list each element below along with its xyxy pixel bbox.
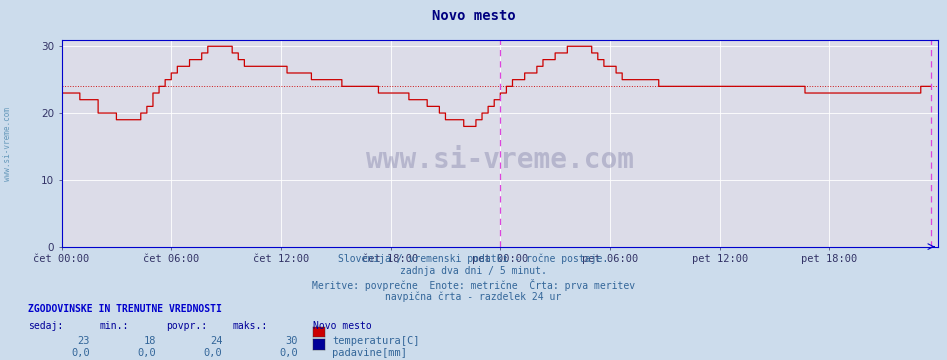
Text: povpr.:: povpr.: <box>166 321 206 331</box>
Text: 23: 23 <box>78 336 90 346</box>
Text: 24: 24 <box>210 336 223 346</box>
Text: maks.:: maks.: <box>232 321 267 331</box>
Text: sedaj:: sedaj: <box>28 321 63 331</box>
Text: 0,0: 0,0 <box>71 348 90 359</box>
Text: 18: 18 <box>144 336 156 346</box>
Text: Slovenija / vremenski podatki - ročne postaje.: Slovenija / vremenski podatki - ročne po… <box>338 254 609 264</box>
Text: www.si-vreme.com: www.si-vreme.com <box>3 107 12 181</box>
Text: 0,0: 0,0 <box>204 348 223 359</box>
Text: padavine[mm]: padavine[mm] <box>332 348 407 359</box>
Text: navpična črta - razdelek 24 ur: navpična črta - razdelek 24 ur <box>385 292 562 302</box>
Text: 0,0: 0,0 <box>137 348 156 359</box>
Text: Novo mesto: Novo mesto <box>313 321 371 331</box>
Text: www.si-vreme.com: www.si-vreme.com <box>366 146 634 174</box>
Text: Novo mesto: Novo mesto <box>432 9 515 23</box>
Text: ZGODOVINSKE IN TRENUTNE VREDNOSTI: ZGODOVINSKE IN TRENUTNE VREDNOSTI <box>28 304 223 314</box>
Text: min.:: min.: <box>99 321 129 331</box>
Text: 0,0: 0,0 <box>279 348 298 359</box>
Text: temperatura[C]: temperatura[C] <box>332 336 420 346</box>
Text: zadnja dva dni / 5 minut.: zadnja dva dni / 5 minut. <box>400 266 547 276</box>
Text: 30: 30 <box>286 336 298 346</box>
Text: Meritve: povprečne  Enote: metrične  Črta: prva meritev: Meritve: povprečne Enote: metrične Črta:… <box>312 279 635 291</box>
